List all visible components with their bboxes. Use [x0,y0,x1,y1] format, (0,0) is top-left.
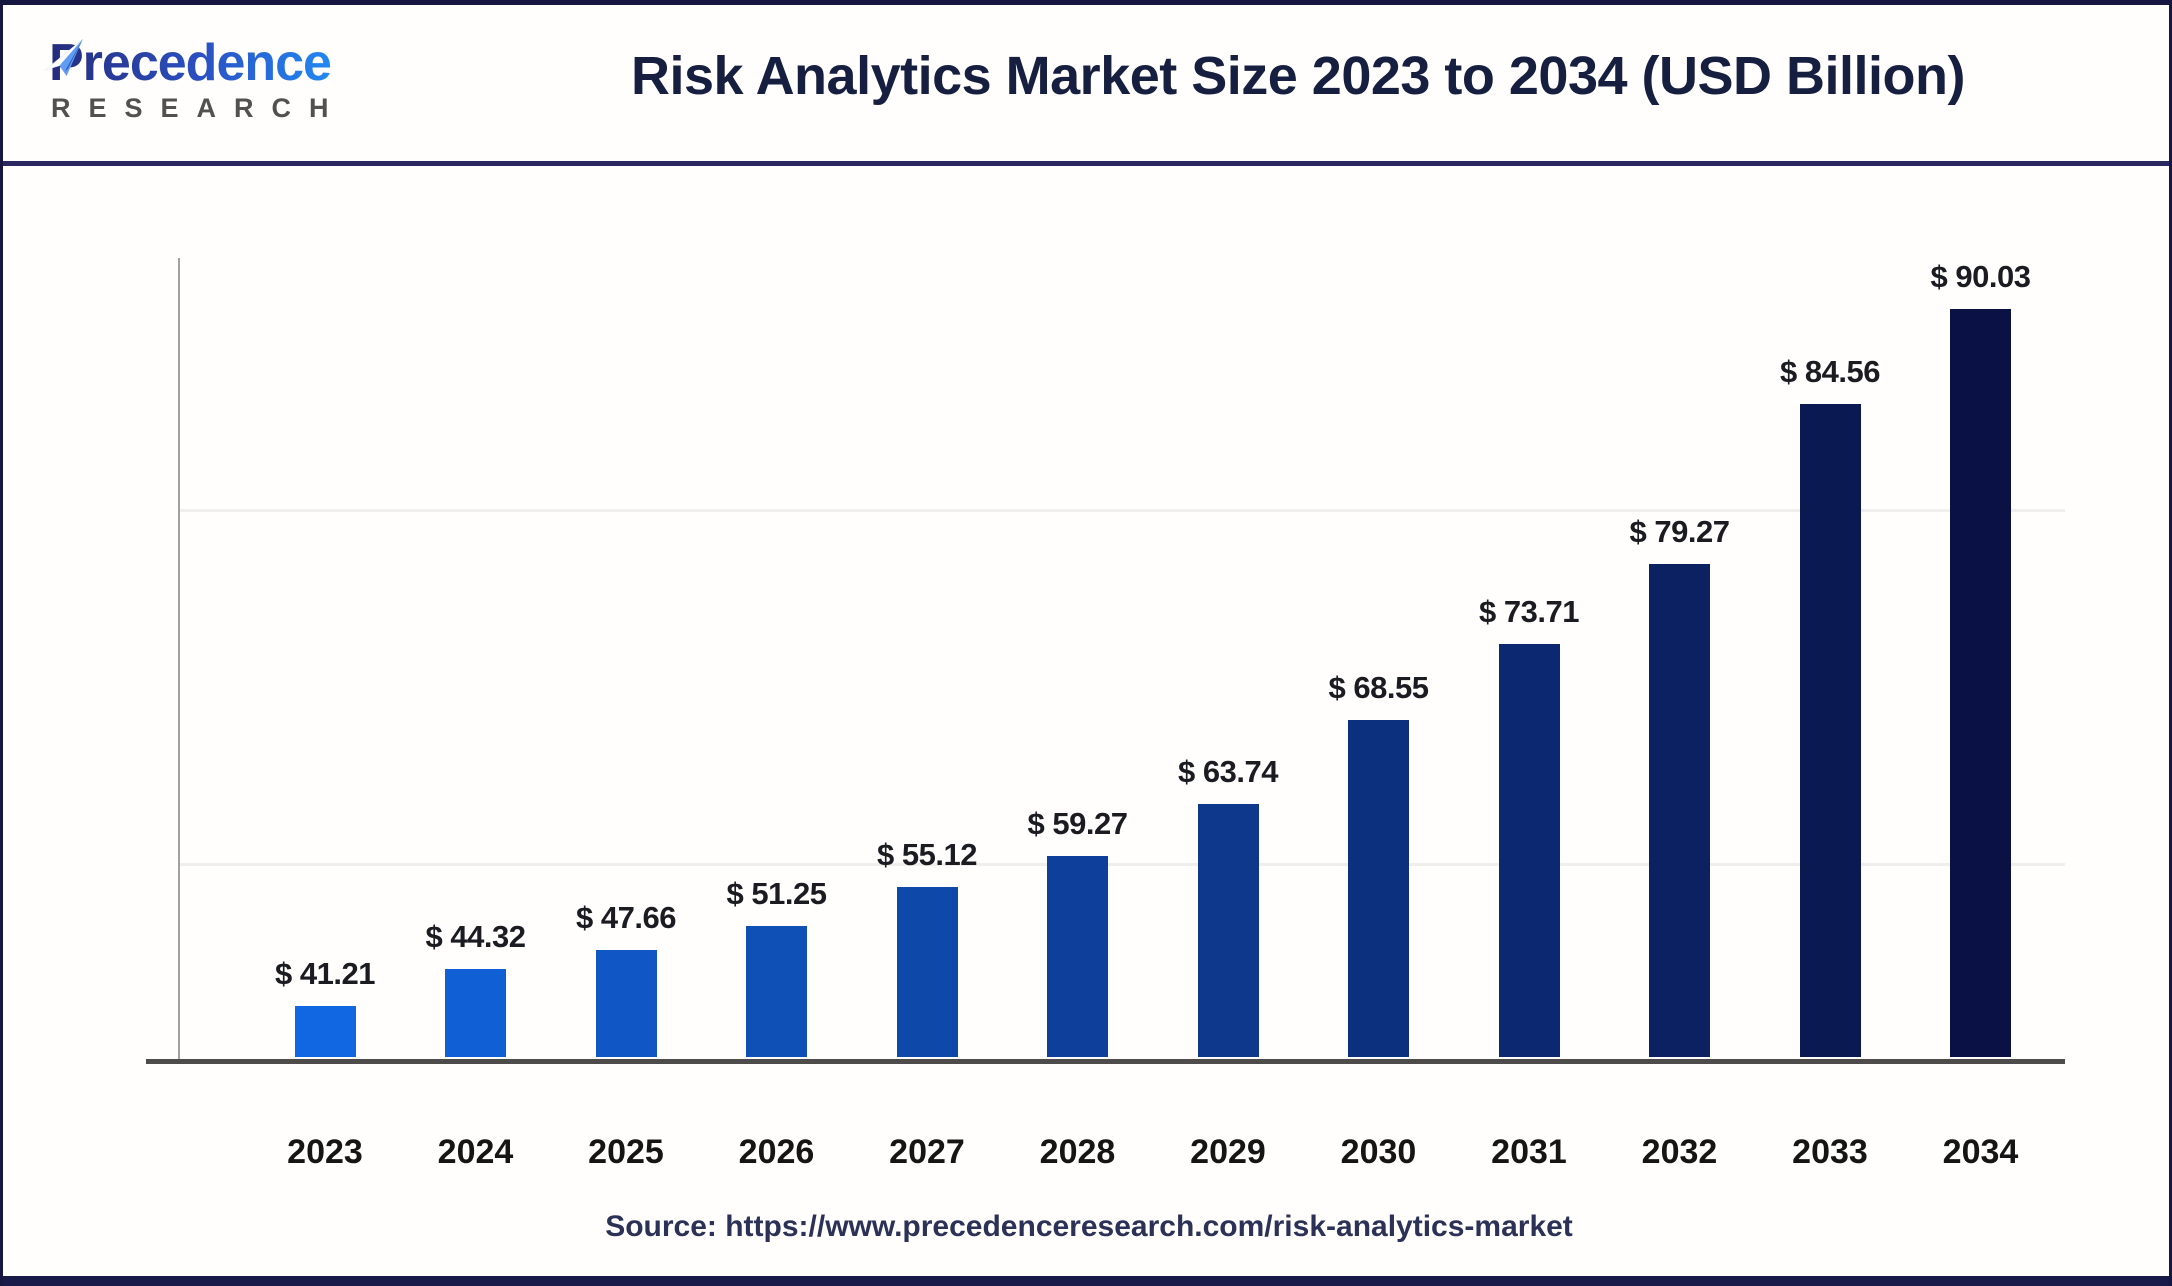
bar-2033 [1799,404,1861,1057]
bar-value-label: $ 55.12 [877,837,977,872]
x-axis-label-2033: 2033 [1792,1133,1868,1171]
precedence-research-logo: Precedence RESEARCH [44,34,332,124]
bar-value-label: $ 44.32 [425,919,526,954]
x-axis-label-2024: 2024 [437,1133,514,1171]
x-axis-label-2027: 2027 [889,1133,965,1171]
x-axis-label-2034: 2034 [1942,1133,2019,1171]
bar-2023 [294,1006,356,1057]
bar-2030 [1348,720,1409,1057]
x-axis-line [146,1059,2065,1064]
x-axis-label-2032: 2032 [1641,1133,1718,1171]
bar-value-label: $ 47.66 [576,900,676,935]
bar-value-label: $ 79.27 [1629,514,1730,549]
bar-value-label: $ 90.03 [1930,259,2031,294]
header-divider [3,161,2169,166]
bar-2026 [746,926,807,1057]
x-axis-label-2028: 2028 [1039,1133,1116,1171]
source-text: Source: https://www.precedenceresearch.c… [605,1210,1573,1243]
bar-2029 [1197,804,1259,1057]
logo-subtext: RESEARCH [51,93,347,124]
logo-wordmark: Precedence [49,34,332,92]
x-axis-label-2031: 2031 [1491,1133,1567,1171]
bar-value-label: $ 68.55 [1328,670,1429,705]
bar-value-label: $ 59.27 [1027,806,1128,841]
bottom-border-bar [3,1276,2169,1286]
chart-title: Risk Analytics Market Size 2023 to 2034 … [631,46,1966,106]
bar-value-label: $ 51.25 [726,876,827,911]
bar-value-label: $ 84.56 [1780,354,1880,389]
bar-2031 [1498,644,1560,1057]
bar-value-label: $ 73.71 [1479,594,1579,629]
x-axis-label-2029: 2029 [1190,1133,1266,1171]
x-axis-label-2030: 2030 [1340,1133,1417,1171]
bar-chart: $ 41.21 2023 $ 44.32 2024 $ 47.66 2025 $ 51.25… [3,5,2169,1286]
x-axis-label-2023: 2023 [287,1133,363,1171]
bar-2027 [896,887,958,1057]
x-axis-label-2026: 2026 [738,1133,815,1171]
gridline [180,863,2065,866]
bar-value-label: $ 41.21 [275,956,375,991]
bar-value-label: $ 63.74 [1178,754,1278,789]
bar-2024 [445,969,506,1057]
paper-plane-icon [44,38,83,77]
bar-2034 [1950,309,2011,1057]
bar-2032 [1649,564,1710,1057]
y-axis-line [178,258,180,1060]
bar-2028 [1047,856,1108,1057]
gridline [180,509,2065,512]
x-axis-label-2025: 2025 [588,1133,664,1171]
bar-2025 [595,950,657,1057]
